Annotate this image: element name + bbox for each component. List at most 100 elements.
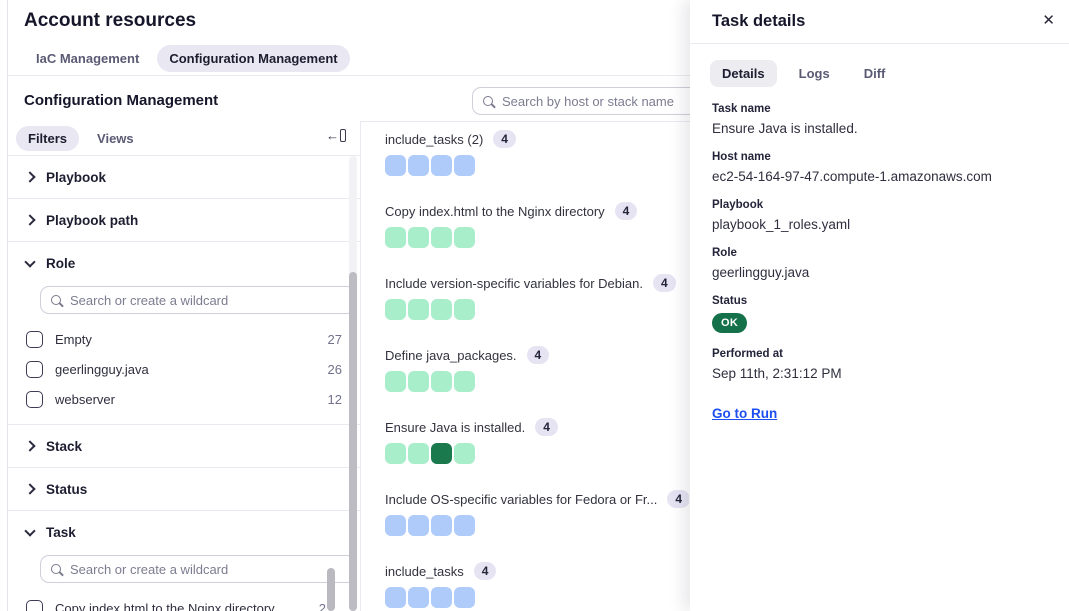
task-cell[interactable] bbox=[408, 515, 429, 536]
task-item-copy-index[interactable]: Copy index.html to the Nginx directory 2 bbox=[8, 593, 360, 611]
task-cell[interactable] bbox=[408, 155, 429, 176]
task-group-count-badge: 4 bbox=[526, 345, 550, 365]
filter-section-stack: Stack bbox=[8, 425, 360, 468]
task-group: include_tasks (2) 4 bbox=[385, 129, 689, 176]
checkbox[interactable] bbox=[26, 330, 43, 348]
task-group-name: Define java_packages. bbox=[385, 347, 517, 363]
filter-section-status: Status bbox=[8, 468, 360, 511]
task-group-count-badge: 4 bbox=[473, 561, 497, 581]
field-task-name: Task name Ensure Java is installed. bbox=[712, 103, 858, 136]
task-cell[interactable] bbox=[431, 587, 452, 608]
task-group-count-badge: 4 bbox=[493, 129, 516, 149]
task-cell[interactable] bbox=[431, 227, 452, 248]
host-stack-search-input[interactable] bbox=[502, 93, 751, 109]
go-to-run-link[interactable]: Go to Run bbox=[712, 406, 778, 421]
task-cell[interactable] bbox=[454, 299, 475, 320]
filter-section-playbook-header[interactable]: Playbook bbox=[8, 156, 360, 198]
tab-filters[interactable]: Filters bbox=[16, 125, 80, 151]
search-icon bbox=[51, 563, 62, 575]
checkbox[interactable] bbox=[26, 599, 43, 611]
chevron-right-icon bbox=[24, 483, 36, 495]
role-item-webserver[interactable]: webserver 12 bbox=[8, 384, 360, 414]
checkbox[interactable] bbox=[26, 390, 43, 408]
task-cell[interactable] bbox=[408, 443, 429, 464]
sidebar-scrollbar-thumb[interactable] bbox=[349, 272, 357, 611]
search-icon bbox=[483, 95, 494, 107]
page-left-border bbox=[7, 0, 8, 611]
task-group: include_tasks 4 bbox=[385, 561, 689, 608]
task-cell[interactable] bbox=[454, 443, 475, 464]
task-details-panel: Task details ✕ Details Logs Diff Task na… bbox=[690, 0, 1069, 611]
task-cell[interactable] bbox=[385, 299, 406, 320]
task-group-count-badge: 4 bbox=[614, 201, 638, 221]
task-status-cells bbox=[385, 155, 689, 176]
tab-details[interactable]: Details bbox=[710, 60, 777, 87]
task-cell[interactable] bbox=[408, 299, 429, 320]
tab-iac-management[interactable]: IaC Management bbox=[36, 51, 140, 66]
task-list-scrollbar-thumb[interactable] bbox=[327, 568, 335, 611]
task-cell[interactable] bbox=[385, 371, 406, 392]
task-group: Copy index.html to the Nginx directory 4 bbox=[385, 201, 689, 248]
task-status-cells bbox=[385, 443, 689, 464]
role-filter-search-input[interactable] bbox=[70, 292, 345, 308]
status-badge: OK bbox=[712, 313, 748, 333]
toolbar-divider bbox=[7, 121, 1069, 122]
field-role: Role geerlingguy.java bbox=[712, 247, 810, 280]
tab-configuration-management[interactable]: Configuration Management bbox=[157, 45, 350, 72]
role-filter-search[interactable] bbox=[40, 286, 356, 314]
task-cell[interactable] bbox=[385, 587, 406, 608]
task-group: Ensure Java is installed. 4 bbox=[385, 417, 689, 464]
field-playbook: Playbook playbook_1_roles.yaml bbox=[712, 199, 851, 232]
chevron-right-icon bbox=[24, 214, 36, 226]
task-cell[interactable] bbox=[454, 587, 475, 608]
field-performed-at: Performed at Sep 11th, 2:31:12 PM bbox=[712, 348, 842, 381]
task-group-name: Include version-specific variables for D… bbox=[385, 275, 643, 291]
task-group: Include OS-specific variables for Fedora… bbox=[385, 489, 689, 536]
task-details-header: Task details ✕ bbox=[690, 0, 1069, 44]
task-cell[interactable] bbox=[454, 515, 475, 536]
task-cell[interactable] bbox=[454, 371, 475, 392]
task-status-cells bbox=[385, 587, 689, 608]
task-cell[interactable] bbox=[408, 587, 429, 608]
task-cell[interactable] bbox=[431, 371, 452, 392]
task-group-name: Copy index.html to the Nginx directory bbox=[385, 203, 605, 219]
role-item-geerlingguy-java[interactable]: geerlingguy.java 26 bbox=[8, 354, 360, 384]
filter-section-stack-header[interactable]: Stack bbox=[8, 425, 360, 467]
collapse-sidebar-icon[interactable]: ← bbox=[326, 129, 346, 142]
task-cell[interactable] bbox=[454, 155, 475, 176]
task-group: Include version-specific variables for D… bbox=[385, 273, 689, 320]
filter-section-role: Role Empty 27 geerlingguy.java 26 bbox=[8, 242, 360, 425]
task-group: Define java_packages. 4 bbox=[385, 345, 689, 392]
task-group-name: include_tasks (2) bbox=[385, 131, 484, 147]
tab-views[interactable]: Views bbox=[97, 130, 134, 146]
filter-section-playbook-path-header[interactable]: Playbook path bbox=[8, 199, 360, 241]
chevron-down-icon bbox=[24, 524, 36, 537]
task-cell[interactable] bbox=[385, 155, 406, 176]
task-filter-search-input[interactable] bbox=[70, 561, 345, 577]
filter-section-status-header[interactable]: Status bbox=[8, 468, 360, 510]
tab-diff[interactable]: Diff bbox=[863, 66, 886, 81]
task-cell[interactable] bbox=[385, 227, 406, 248]
task-cell[interactable] bbox=[408, 227, 429, 248]
task-cell[interactable] bbox=[385, 515, 406, 536]
task-cell-selected[interactable] bbox=[431, 443, 452, 464]
chevron-right-icon bbox=[24, 440, 36, 452]
tab-logs[interactable]: Logs bbox=[798, 66, 830, 81]
filter-section-playbook-path: Playbook path bbox=[8, 199, 360, 242]
task-group-name: Include OS-specific variables for Fedora… bbox=[385, 491, 658, 507]
task-cell[interactable] bbox=[431, 155, 452, 176]
task-cell[interactable] bbox=[385, 443, 406, 464]
role-item-empty[interactable]: Empty 27 bbox=[8, 324, 360, 354]
task-cell[interactable] bbox=[431, 299, 452, 320]
task-cell[interactable] bbox=[431, 515, 452, 536]
filter-section-role-header[interactable]: Role bbox=[8, 242, 360, 284]
task-cell[interactable] bbox=[454, 227, 475, 248]
close-icon[interactable]: ✕ bbox=[1042, 12, 1055, 29]
checkbox[interactable] bbox=[26, 360, 43, 378]
task-cell[interactable] bbox=[408, 371, 429, 392]
task-filter-search[interactable] bbox=[40, 555, 356, 583]
task-status-cells bbox=[385, 515, 689, 536]
filter-section-task-header[interactable]: Task bbox=[8, 511, 360, 553]
task-group-count-badge: 4 bbox=[652, 273, 676, 293]
